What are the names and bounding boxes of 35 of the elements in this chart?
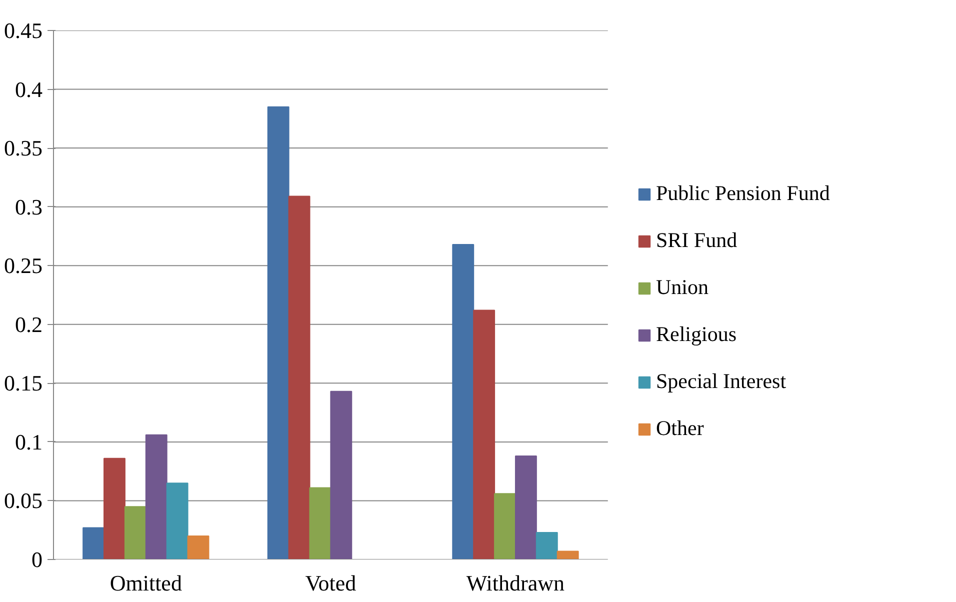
y-tick-label: 0.2: [15, 312, 42, 337]
legend-label: Union: [656, 275, 708, 300]
bar: [124, 506, 146, 560]
x-tick-label: Withdrawn: [466, 570, 565, 596]
bar: [145, 434, 168, 560]
legend-label: Public Pension Fund: [656, 181, 830, 206]
y-tick-label: 0.3: [15, 194, 42, 220]
y-tick-label: 0.05: [4, 488, 42, 514]
bar: [82, 527, 105, 560]
bar: [309, 487, 332, 560]
bar: [330, 390, 352, 560]
x-tick-label: Voted: [305, 570, 356, 596]
legend-label: Religious: [656, 322, 737, 347]
bar: [166, 482, 188, 560]
legend-label: Special Interest: [656, 369, 786, 394]
y-tick-label: 0.25: [4, 253, 42, 278]
y-tick-label: 0.45: [4, 18, 42, 43]
bar: [104, 458, 126, 560]
y-tick-label: 0: [32, 547, 42, 572]
bar: [536, 532, 558, 560]
bar: [267, 106, 290, 560]
bar: [452, 244, 474, 560]
y-tick-label: 0.35: [4, 136, 42, 161]
y-tick-label: 0.1: [15, 429, 42, 454]
y-tick-label: 0.4: [15, 76, 42, 102]
bar: [288, 196, 310, 560]
bar: [494, 493, 516, 560]
legend-label: Other: [656, 416, 704, 441]
x-tick-label: Omitted: [110, 570, 182, 596]
y-tick-label: 0.15: [4, 370, 42, 396]
bar: [514, 456, 537, 560]
bar: [556, 550, 579, 560]
legend-label: SRI Fund: [656, 228, 738, 253]
bar: [473, 310, 496, 560]
bar: [187, 535, 210, 560]
